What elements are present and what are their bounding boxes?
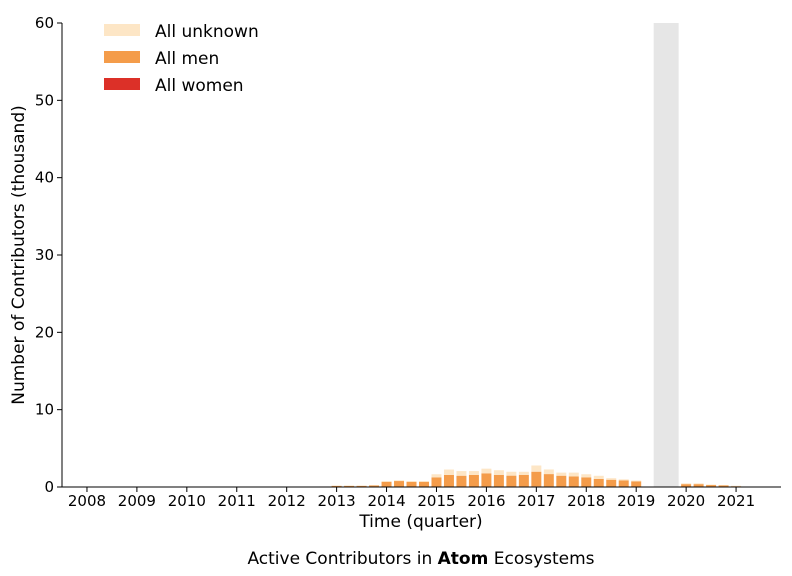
legend-swatch-women (104, 78, 140, 90)
bar-all-unknown-1 (331, 485, 342, 486)
bar-all-men-4 (369, 485, 380, 487)
bar-all-unknown-26 (681, 483, 692, 485)
bar-all-men-26 (681, 484, 692, 487)
bar-all-unknown-12 (468, 471, 479, 475)
bar-all-men-18 (543, 474, 554, 487)
caption-ecosystem-name: Atom (438, 549, 489, 569)
bar-all-men-1 (331, 485, 342, 487)
shaded-region-layer (653, 23, 679, 487)
bar-all-men-12 (468, 474, 479, 487)
x-axis-title: Time (quarter) (358, 512, 482, 532)
bar-all-men-7 (406, 481, 417, 487)
legend-label-unknown: All unknown (155, 22, 259, 42)
x-tick-label: 2019 (617, 492, 655, 510)
bar-all-unknown-18 (543, 469, 554, 475)
x-tick-label: 2016 (467, 492, 505, 510)
x-tick-label: 2014 (367, 492, 405, 510)
bar-all-unknown-11 (456, 471, 467, 476)
bar-all-unknown-13 (481, 468, 492, 474)
bar-all-unknown-8 (419, 481, 429, 482)
bar-all-men-29 (718, 485, 729, 487)
bar-all-men-8 (419, 481, 429, 487)
bar-all-unknown-22 (593, 475, 604, 479)
bar-all-unknown-16 (518, 471, 529, 475)
bar-all-unknown-3 (356, 485, 367, 486)
legend: All unknown All men All women (104, 22, 259, 96)
bar-all-unknown-7 (406, 481, 417, 482)
bar-all-men-2 (344, 485, 355, 487)
legend-swatch-unknown (104, 24, 140, 36)
bar-all-unknown-30 (731, 485, 742, 487)
x-tick-label: 2021 (717, 492, 755, 510)
x-tick-label: 2009 (118, 492, 156, 510)
bar-all-men-10 (443, 474, 454, 487)
bar-all-men-20 (568, 476, 579, 487)
chart-caption: Active Contributors in Atom Ecosystems (247, 549, 594, 569)
bar-all-unknown-29 (718, 484, 729, 486)
bar-all-men-11 (456, 475, 467, 487)
ticks-layer: 0 10 20 30 40 50 60 2008 2009 2010 2011 2012 2013 201… (35, 14, 755, 510)
bar-all-unknown-15 (506, 471, 517, 476)
bar-all-men-5 (381, 481, 392, 487)
shaded-gap-region (653, 23, 679, 487)
y-tick-label: 10 (35, 401, 54, 419)
caption-suffix: Ecosystems (488, 549, 594, 569)
y-tick-label: 0 (44, 478, 54, 496)
y-tick-label: 30 (35, 246, 54, 264)
x-tick-label: 2013 (318, 492, 356, 510)
legend-swatch-men (104, 51, 140, 63)
bar-all-men-27 (693, 484, 704, 487)
bar-all-men-25 (631, 481, 642, 487)
legend-label-women: All women (155, 76, 244, 96)
bar-all-men-14 (493, 474, 504, 487)
bar-all-unknown-2 (344, 485, 355, 486)
bar-all-unknown-6 (394, 480, 405, 482)
bar-all-unknown-21 (581, 474, 592, 478)
bar-all-unknown-24 (618, 479, 629, 481)
y-tick-label: 40 (35, 169, 54, 187)
bar-all-men-6 (394, 481, 405, 487)
bar-all-men-24 (618, 480, 629, 487)
x-tick-label: 2008 (68, 492, 106, 510)
bar-all-men-9 (431, 477, 442, 487)
x-tick-label: 2010 (168, 492, 206, 510)
x-tick-label: 2017 (517, 492, 555, 510)
y-tick-label: 60 (35, 14, 54, 32)
bar-all-men-19 (556, 475, 567, 487)
y-tick-label: 20 (35, 323, 54, 341)
bar-all-unknown-10 (443, 469, 454, 475)
bar-all-unknown-14 (493, 470, 504, 475)
y-axis-title: Number of Contributors (thousand) (9, 105, 29, 405)
bar-all-men-16 (518, 474, 529, 487)
bar-all-men-22 (593, 478, 604, 487)
bar-all-men-28 (706, 484, 717, 487)
bar-all-unknown-4 (369, 485, 380, 486)
bar-all-men-21 (581, 477, 592, 487)
bar-all-men-17 (531, 471, 542, 487)
caption-prefix: Active Contributors in (247, 549, 437, 569)
bar-all-unknown-17 (531, 465, 542, 472)
x-tick-label: 2018 (567, 492, 605, 510)
bar-all-unknown-5 (381, 481, 392, 482)
x-tick-label: 2020 (667, 492, 705, 510)
bar-all-men-23 (606, 479, 617, 487)
bar-all-unknown-20 (568, 472, 579, 477)
bar-all-men-15 (506, 475, 517, 487)
bar-all-unknown-9 (431, 474, 442, 478)
bar-all-unknown-25 (631, 480, 642, 482)
bar-all-unknown-19 (556, 472, 567, 476)
x-tick-label: 2015 (417, 492, 455, 510)
x-tick-label: 2012 (268, 492, 306, 510)
bar-all-unknown-27 (693, 483, 704, 485)
x-tick-label: 2011 (218, 492, 256, 510)
bar-all-men-13 (481, 473, 492, 487)
y-tick-label: 50 (35, 91, 54, 109)
bar-all-unknown-28 (706, 484, 717, 486)
legend-label-men: All men (155, 49, 219, 69)
bar-all-men-3 (356, 485, 367, 487)
bar-all-unknown-23 (606, 478, 617, 480)
